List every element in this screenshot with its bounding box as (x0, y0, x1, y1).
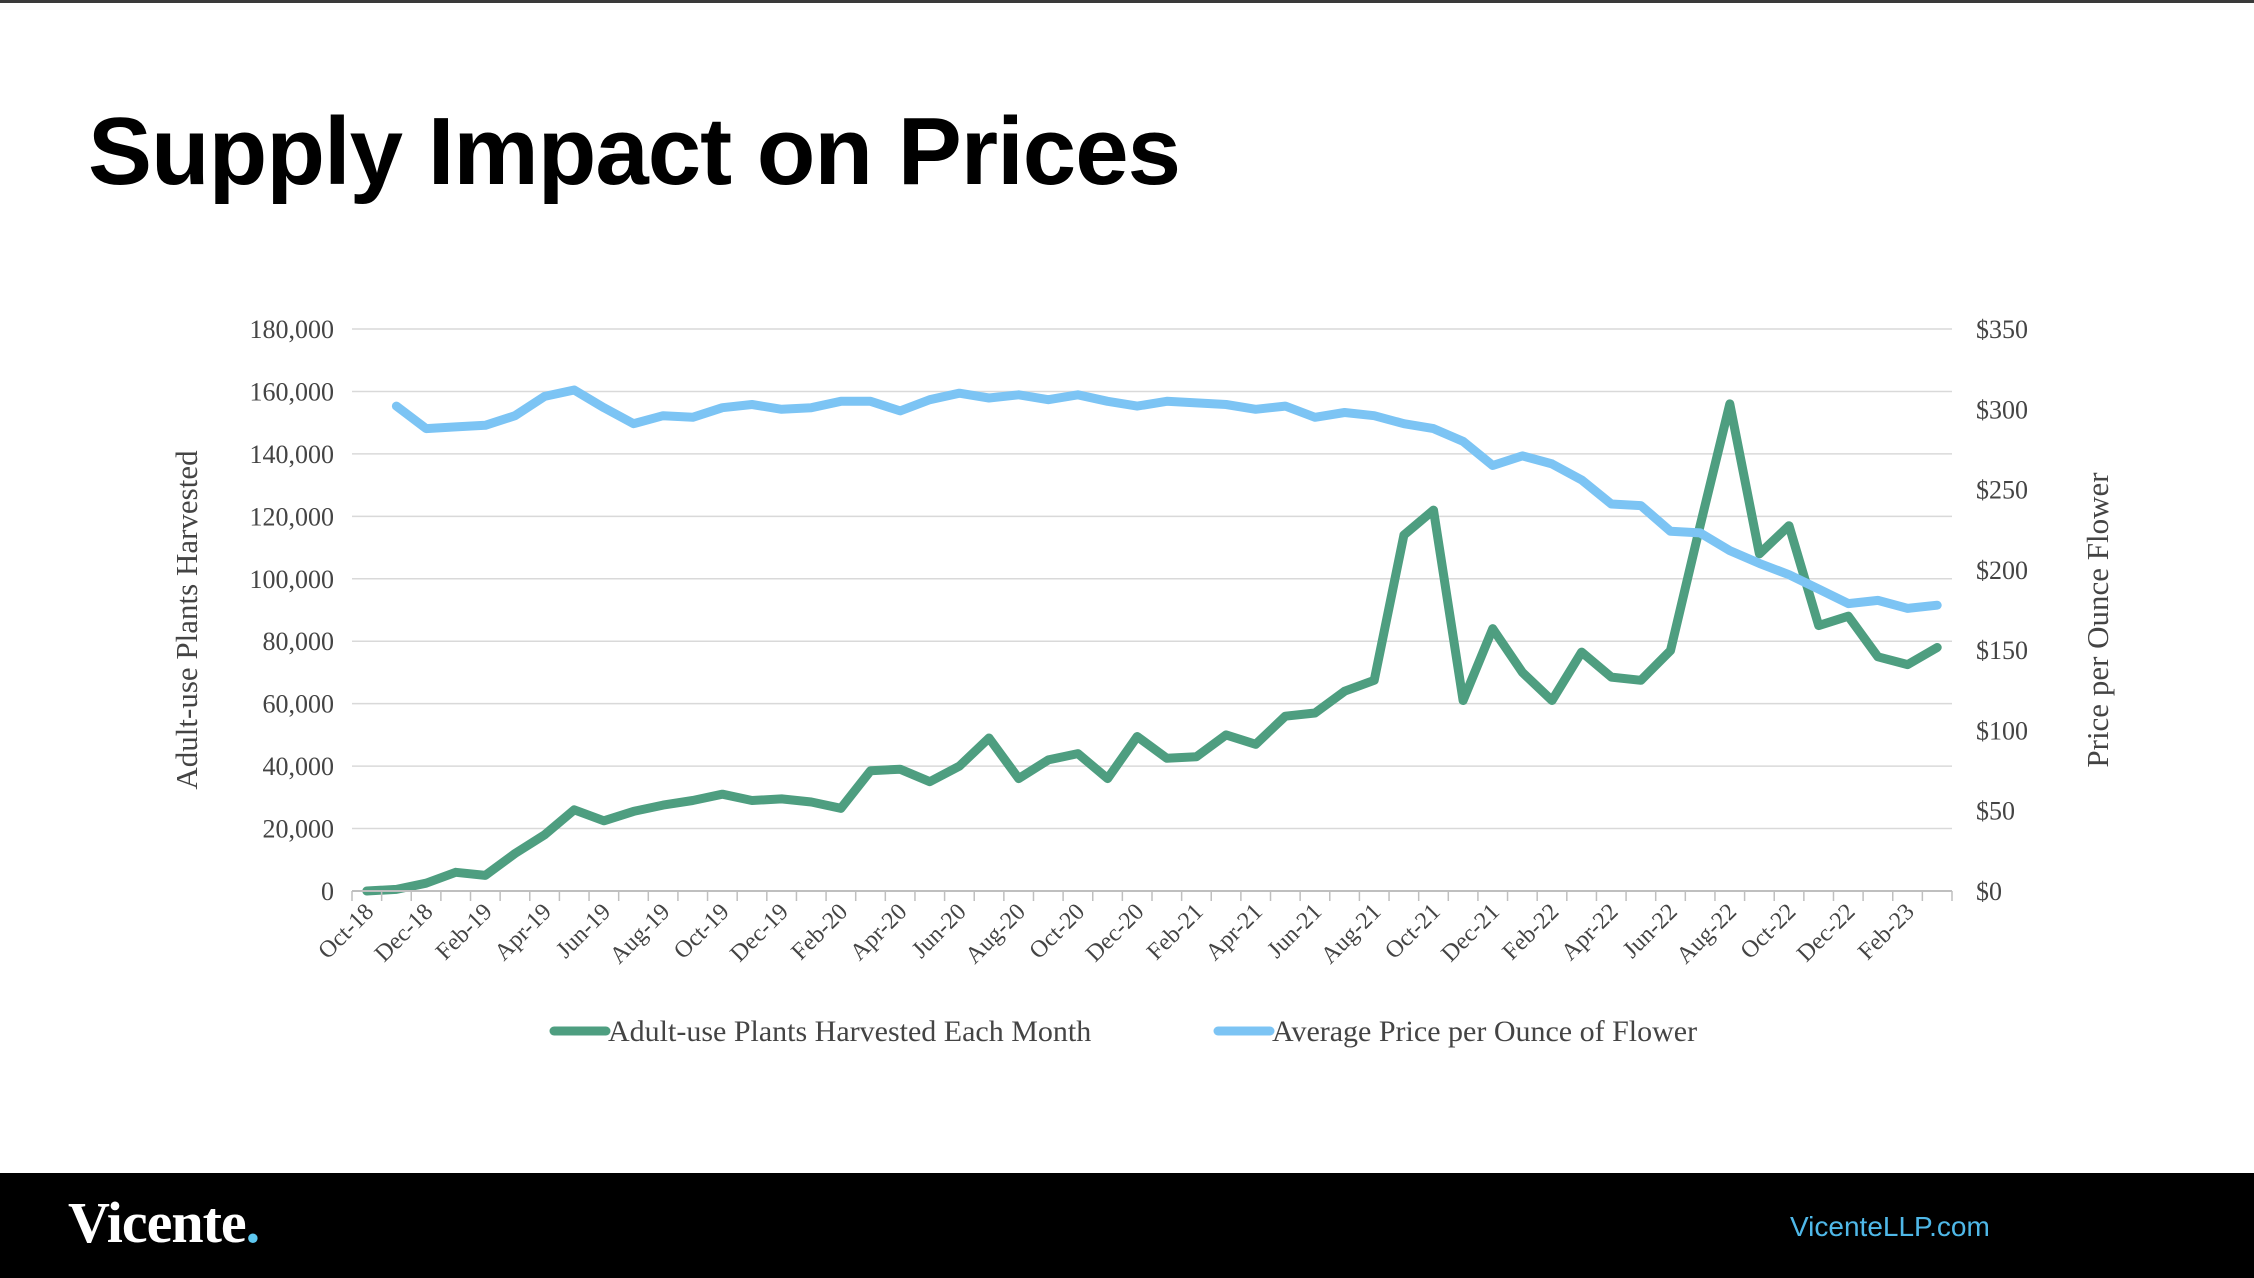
y-tick-label: 40,000 (263, 752, 335, 781)
footer-bar: Vicente. VicenteLLP.com (0, 1173, 2254, 1278)
x-tick-label: Jun-20 (907, 899, 972, 964)
x-tick-label: Dec-21 (1437, 899, 1505, 967)
x-tick-label: Oct-21 (1380, 899, 1446, 965)
y-axis-title: Adult-use Plants Harvested (169, 450, 204, 790)
brand-logo: Vicente. (68, 1189, 260, 1256)
series-lines (362, 385, 1942, 896)
x-tick-label: Feb-19 (431, 899, 497, 965)
x-tick-label: Dec-19 (726, 899, 794, 967)
axes (351, 890, 1953, 901)
y-tick-label: 0 (321, 877, 334, 906)
y-tick-label: 100,000 (250, 565, 335, 594)
x-tick-label: Apr-21 (1201, 899, 1268, 966)
x-tick-label: Dec-22 (1792, 899, 1860, 967)
harvest-price-chart: 0 20,000 40,000 60,000 80,000 100,000 120,000 1… (169, 315, 2115, 1048)
x-tick-label: Apr-22 (1556, 899, 1623, 966)
x-tick-label: Feb-20 (787, 899, 853, 965)
slide-title: Supply Impact on Prices (88, 98, 1181, 205)
series-line-2 (391, 385, 1942, 613)
y2-tick-label: $150 (1976, 636, 2028, 665)
legend-label: Average Price per Ounce of Flower (1272, 1015, 1697, 1048)
y2-tick-label: $100 (1976, 716, 2028, 745)
brand-dot: . (245, 1190, 260, 1255)
x-tick-label: Oct-22 (1736, 899, 1802, 965)
y2-tick-label: $250 (1976, 476, 2028, 505)
y2-axis-title: Price per Ounce Flower (2080, 472, 2115, 768)
gridlines (352, 328, 1952, 830)
y2-tick-label: $350 (1976, 315, 2028, 344)
x-tick-label: Dec-20 (1081, 899, 1149, 967)
y-tick-label: 180,000 (250, 315, 335, 344)
legend-label: Adult-use Plants Harvested Each Month (608, 1015, 1091, 1048)
x-tick-label: Apr-20 (845, 899, 912, 966)
x-tick-label: Oct-20 (1025, 899, 1091, 965)
y-tick-label: 60,000 (263, 690, 335, 719)
x-tick-label: Feb-21 (1142, 899, 1208, 965)
x-tick-label: Oct-18 (314, 899, 380, 965)
x-tick-label: Aug-19 (605, 899, 675, 969)
y-tick-label: 20,000 (263, 815, 335, 844)
y-tick-label: 80,000 (263, 627, 335, 656)
y2-tick-label: $0 (1976, 877, 2002, 906)
brand-name: Vicente (68, 1190, 247, 1255)
x-tick-label: Aug-21 (1316, 899, 1386, 969)
website-link[interactable]: VicenteLLP.com (1790, 1211, 1990, 1242)
x-tick-label: Dec-18 (370, 899, 438, 967)
x-tick-label: Jun-19 (552, 899, 617, 964)
x-tick-label: Aug-22 (1672, 899, 1742, 969)
y-tick-label: 160,000 (250, 377, 335, 406)
y-tick-label: 120,000 (250, 502, 335, 531)
x-tick-label: Feb-22 (1498, 899, 1564, 965)
y2-tick-label: $50 (1976, 797, 2015, 826)
x-tick-label: Oct-19 (669, 899, 735, 965)
y2-tick-label: $300 (1976, 395, 2028, 424)
x-tick-label: Feb-23 (1853, 899, 1919, 965)
x-tick-label: Aug-20 (961, 899, 1031, 969)
y-tick-label: 140,000 (250, 440, 335, 469)
x-tick-label: Jun-22 (1618, 899, 1683, 964)
top-rule (0, 0, 2254, 3)
y2-tick-label: $200 (1976, 556, 2028, 585)
x-tick-label: Jun-21 (1263, 899, 1328, 964)
x-tick-label: Apr-19 (490, 899, 557, 966)
series-line-1 (362, 399, 1942, 896)
legend: Adult-use Plants Harvested Each Month Ave… (549, 1015, 1697, 1048)
